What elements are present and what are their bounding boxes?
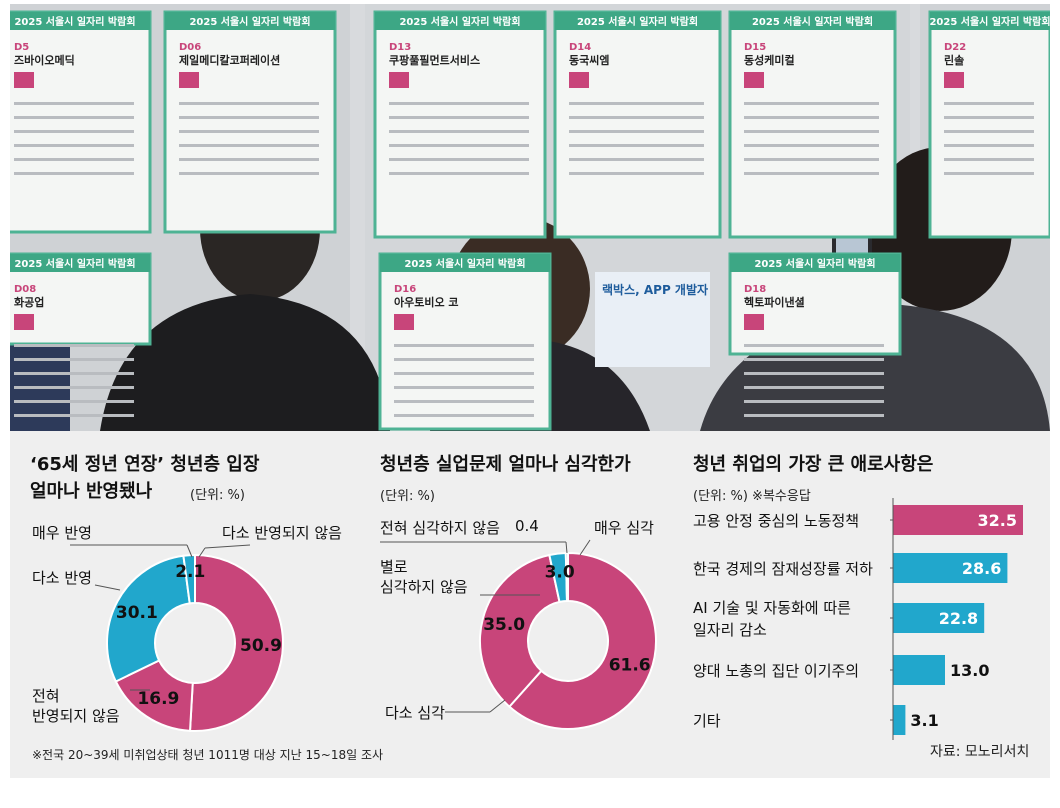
bar [893, 553, 1008, 583]
chart2-label-somewhat: 다소 심각 [385, 704, 445, 722]
bar [893, 705, 906, 735]
booth-name: 헥토파이낸셜 [744, 295, 805, 309]
chart3-title: 청년 취업의 가장 큰 애로사항은 [693, 454, 934, 475]
booth-code: D16 [394, 284, 416, 295]
donut-slice [479, 553, 561, 709]
chart2-label-not-really-2: 심각하지 않음 [380, 578, 468, 596]
bar-value-label: 3.1 [910, 711, 938, 730]
chart2-label-not-really-1: 별로 [380, 558, 408, 576]
donut-value-label: 3.0 [545, 562, 575, 582]
bar-value-label: 13.0 [950, 661, 989, 680]
donut-slice [507, 551, 657, 730]
source: 자료: 모노리서치 [930, 744, 1030, 760]
booth-poster-header: 2025 서울시 일자리 박람회 [399, 15, 520, 28]
chart3-unit: (단위: %) ※복수응답 [693, 489, 811, 504]
donut-value-label: 35.0 [483, 615, 525, 635]
chart1-label-not-somewhat: 다소 반영되지 않음 [222, 524, 342, 542]
booth-poster-header: 2025 서울시 일자리 박람회 [14, 257, 135, 270]
bar-value-label: 32.5 [978, 511, 1017, 530]
leader-line [489, 699, 506, 713]
booth-code: D08 [14, 284, 36, 295]
donut-value-label-small: 0.4 [515, 517, 539, 535]
chart1-label-somewhat: 다소 반영 [32, 569, 92, 587]
booth-name: 화공업 [14, 295, 44, 309]
donut-value-label: 61.6 [609, 656, 651, 676]
booth-name: 즈바이오메딕 [14, 53, 75, 67]
booth-poster-header: 2025 서울시 일자리 박람회 [189, 15, 310, 28]
leader-line [204, 544, 251, 549]
booth-code: D14 [569, 42, 591, 53]
bar-value-label: 28.6 [962, 559, 1001, 578]
booth-code: D13 [389, 42, 411, 53]
booth-name: 아우토비오 코 [394, 295, 459, 309]
booth-code: D06 [179, 42, 201, 53]
leader-line [186, 544, 193, 558]
job-fair-photo: 2025 서울시 일자리 박람회 D5 즈바이오메딕 2025 서울시 일자리 박람회… [10, 4, 1050, 431]
chart2-unit: (단위: %) [380, 489, 435, 504]
booth-name: 쿠팡풀필먼트서비스 [389, 53, 480, 67]
chart2-label-very: 매우 심각 [594, 519, 654, 537]
booth-poster-header: 2025 서울시 일자리 박람회 [929, 15, 1050, 28]
donut-value-label: 50.9 [240, 636, 282, 656]
booth-poster-header: 2025 서울시 일자리 박람회 [404, 257, 525, 270]
chart1-label-not-at-all-2: 반영되지 않음 [32, 707, 120, 725]
leader-line [565, 541, 568, 554]
chart2-title: 청년층 실업문제 얼마나 심각한가 [380, 454, 631, 475]
leader-line [198, 547, 206, 558]
booth-name: 동국씨엠 [569, 54, 609, 67]
donut-value-label: 16.9 [137, 689, 179, 709]
donut-slice [106, 554, 191, 683]
person1-body [100, 294, 390, 431]
booth-name: 동성케미컬 [744, 53, 795, 67]
leader-line [579, 539, 591, 556]
chart1-label-not-at-all-1: 전혀 [32, 687, 60, 705]
booth-name: 린솔 [944, 53, 964, 67]
chart2-label-not-at-all: 전혀 심각하지 않음 [380, 519, 500, 537]
leader-line [94, 584, 121, 591]
bar-value-label: 22.8 [939, 609, 978, 628]
bar-category-label: 양대 노총의 집단 이기주의 [693, 662, 859, 680]
booth-code: D15 [744, 42, 766, 53]
app-developer-poster: 랙박스, APP 개발자 [595, 272, 710, 367]
booth-poster-header: 2025 서울시 일자리 박람회 [752, 15, 873, 28]
bar-category-label: 한국 경제의 잠재성장률 저하 [693, 560, 873, 578]
booth-poster-header: 2025 서울시 일자리 박람회 [14, 15, 135, 28]
booth-code: D5 [14, 42, 29, 53]
booth-poster-header: 2025 서울시 일자리 박람회 [577, 15, 698, 28]
bar [893, 655, 945, 685]
footnote: ※전국 20~39세 미취업상태 청년 1011명 대상 지난 15~18일 조… [32, 748, 384, 762]
donut-slice [188, 553, 284, 732]
booth-code: D18 [744, 284, 766, 295]
chart1-title-line2: 얼마나 반영됐나 [30, 481, 153, 502]
booth-code: D22 [944, 42, 966, 53]
booth-name: 제일메디칼코퍼레이션 [179, 53, 280, 67]
bar [893, 505, 1023, 535]
chart1-title-line1: ‘65세 정년 연장’ 청년층 입장 [30, 454, 260, 475]
booth-poster-header: 2025 서울시 일자리 박람회 [754, 257, 875, 270]
bar-category-label: 기타 [693, 712, 721, 730]
app-poster-text: 랙박스, APP 개발자 [602, 282, 708, 297]
bar-category-label: 고용 안정 중심의 노동정책 [693, 512, 859, 530]
donut-slice [182, 553, 196, 605]
donut-value-label: 2.1 [175, 562, 205, 582]
chart1-label-very: 매우 반영 [32, 524, 92, 542]
donut-value-label: 30.1 [116, 603, 158, 623]
bar-category-label: AI 기술 및 자동화에 따른 [693, 599, 851, 617]
chart1-unit: (단위: %) [190, 488, 245, 503]
bar-category-label: 일자리 감소 [693, 621, 767, 639]
bar [893, 603, 985, 633]
